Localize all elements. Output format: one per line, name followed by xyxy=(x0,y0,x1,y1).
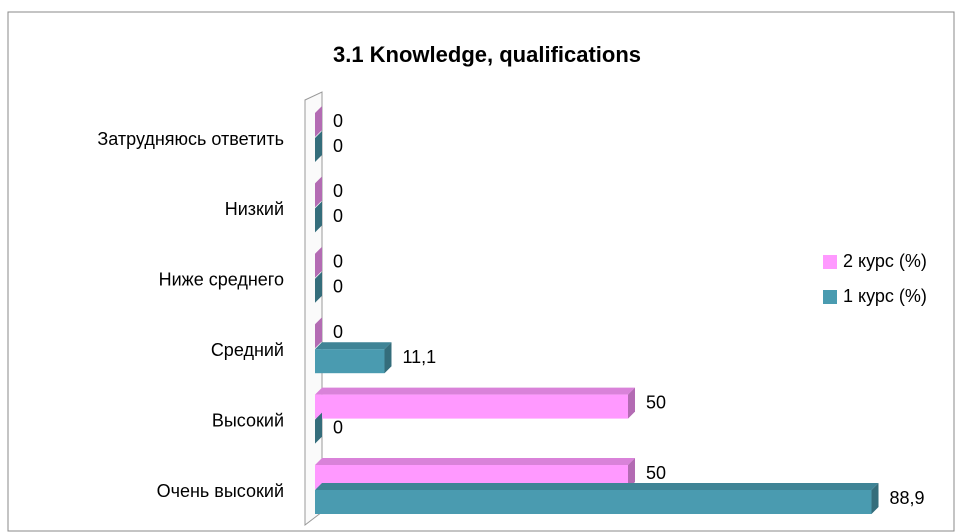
y-tick-label: Низкий xyxy=(225,199,284,219)
bar-side xyxy=(628,458,635,489)
bar-top xyxy=(315,483,879,490)
bar xyxy=(315,317,322,349)
legend-swatch xyxy=(823,290,837,304)
bar-top xyxy=(315,458,635,465)
chart-frame xyxy=(7,11,955,532)
legend-swatch xyxy=(823,255,837,269)
bar-front xyxy=(315,394,628,419)
value-label: 88,9 xyxy=(890,488,925,508)
value-label: 0 xyxy=(333,206,343,226)
bar xyxy=(315,176,322,208)
legend-label: 2 курс (%) xyxy=(843,251,927,271)
y-tick-label: Очень высокий xyxy=(157,481,284,501)
bar-side xyxy=(315,412,322,444)
y-tick-label: Затрудняюсь ответить xyxy=(97,129,284,149)
bar-side xyxy=(315,246,322,278)
bar-side xyxy=(315,176,322,208)
y-tick-label: Ниже среднего xyxy=(159,270,284,290)
bar-side xyxy=(315,271,322,303)
bar xyxy=(315,131,322,162)
value-label: 0 xyxy=(333,417,343,437)
bar-front xyxy=(315,349,385,374)
value-label: 50 xyxy=(646,463,666,483)
bar-top xyxy=(315,342,392,350)
bar-side xyxy=(384,342,392,374)
value-label: 0 xyxy=(333,277,343,297)
bar xyxy=(315,387,635,419)
value-label: 11,1 xyxy=(402,347,436,367)
bar-side xyxy=(315,201,322,233)
bar xyxy=(315,412,322,444)
bar xyxy=(315,106,322,137)
chart-title: 3.1 Knowledge, qualifications xyxy=(333,42,641,67)
value-label: 50 xyxy=(646,392,666,412)
bar-side xyxy=(628,387,635,419)
value-label: 0 xyxy=(333,111,343,131)
value-label: 0 xyxy=(333,136,343,156)
value-label: 0 xyxy=(333,252,343,272)
bar xyxy=(315,342,392,374)
bar-front xyxy=(315,490,872,514)
bar-side xyxy=(315,131,322,162)
value-label: 0 xyxy=(333,322,343,342)
bar xyxy=(315,246,322,278)
y-tick-label: Средний xyxy=(211,340,284,360)
bar xyxy=(315,483,879,514)
bar-side xyxy=(315,317,322,349)
bar-top xyxy=(315,387,635,395)
bar xyxy=(315,201,322,233)
value-label: 0 xyxy=(333,181,343,201)
legend-label: 1 курс (%) xyxy=(843,286,927,306)
bar-side xyxy=(871,483,879,514)
y-tick-label: Высокий xyxy=(212,410,284,430)
bar-side xyxy=(315,106,322,137)
bar xyxy=(315,271,322,303)
